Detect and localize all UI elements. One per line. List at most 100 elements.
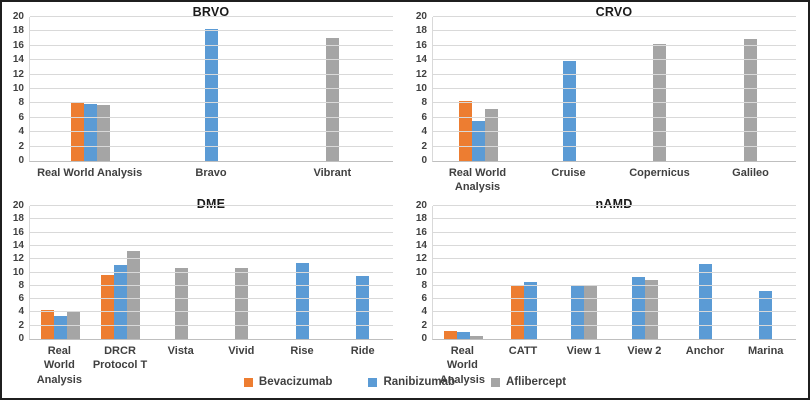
bar-groups — [433, 206, 796, 339]
gridline — [433, 284, 796, 286]
y-tick-label: 0 — [18, 155, 24, 166]
plot-wrap: BRVO Real World Analysis Bravo Vibrant — [29, 5, 393, 180]
gridline — [433, 30, 796, 32]
bar-groups — [30, 17, 393, 161]
y-tick-label: 10 — [415, 83, 427, 94]
legend-swatch-icon — [243, 377, 253, 387]
bar-ranibizumab — [471, 120, 485, 161]
bar-group — [615, 206, 676, 339]
gridline — [433, 16, 796, 17]
bar-group — [212, 206, 273, 339]
bar-aflibercept — [584, 286, 598, 339]
chart-title: DME — [196, 197, 226, 211]
x-category-label: Galileo — [732, 167, 769, 179]
gridline — [433, 218, 796, 220]
y-tick-label: 12 — [415, 253, 427, 265]
bar-ranibizumab — [698, 263, 712, 339]
y-axis: 0 2 4 6 8 10 12 14 16 18 20 — [6, 12, 29, 166]
gridline — [30, 131, 393, 133]
chart-crvo: 0 2 4 6 8 10 12 14 16 18 20 CRVO Real World Analys… — [405, 2, 808, 195]
x-category-label: View 2 — [627, 345, 662, 357]
x-axis-labels: Real World Analysis CATT View 1 View 2 Ancho… — [432, 340, 796, 387]
bar-group — [272, 206, 333, 339]
y-tick-label: 6 — [421, 111, 427, 123]
plot-wrap: DME Real World Analysis DRCR Protocol T Vi… — [29, 197, 393, 387]
x-category-label: Vibrant — [313, 167, 352, 179]
y-tick-label: 0 — [421, 155, 427, 166]
y-tick-label: 16 — [415, 226, 427, 238]
gridline — [433, 311, 796, 313]
x-category-label: Marina — [747, 345, 784, 357]
bar-aflibercept — [127, 250, 141, 339]
bar-group — [433, 17, 524, 161]
bar-group — [433, 206, 494, 339]
y-axis: 0 2 4 6 8 10 12 14 16 18 20 — [6, 201, 29, 344]
bar-groups — [30, 206, 393, 339]
y-tick-label: 6 — [421, 293, 427, 305]
y-tick-label: 20 — [415, 11, 427, 22]
gridline — [30, 116, 393, 118]
gridline — [30, 231, 393, 233]
gridline — [433, 271, 796, 273]
y-tick-label: 4 — [421, 306, 427, 318]
legend-item: Ranibizumab — [368, 376, 455, 388]
legend-item: Aflibercept — [491, 376, 566, 388]
y-tick-label: 18 — [12, 213, 24, 225]
x-category-label: Ride — [350, 345, 375, 357]
bar-group — [494, 206, 555, 339]
y-tick-label: 8 — [18, 97, 24, 109]
gridline — [30, 205, 393, 206]
gridline — [433, 244, 796, 246]
y-tick-label: 10 — [12, 266, 24, 278]
bar-bevacizumab — [443, 331, 457, 339]
y-tick-label: 2 — [18, 140, 24, 152]
gridline — [433, 145, 796, 147]
bar-ranibizumab — [205, 29, 218, 161]
gridline — [433, 116, 796, 118]
gridline — [30, 44, 393, 46]
chart-namd: 0 2 4 6 8 10 12 14 16 18 20 nAMD Real World Analys… — [405, 195, 808, 387]
gridline — [433, 258, 796, 260]
y-tick-label: 0 — [18, 333, 24, 344]
x-category-label: Vivid — [228, 345, 255, 357]
y-tick-label: 8 — [421, 97, 427, 109]
y-tick-label: 20 — [12, 200, 24, 211]
x-category-label: Bravo — [195, 167, 227, 179]
x-axis-labels: Real World Analysis Cruise Copernicus Galil… — [432, 162, 796, 195]
x-category-label: Vista — [167, 345, 194, 357]
chart-title: BRVO — [192, 5, 230, 19]
gridline — [30, 88, 393, 89]
chart-panel-dme: 0 2 4 6 8 10 12 14 16 18 20 DME Real World Analysi… — [2, 195, 405, 386]
gridline — [433, 44, 796, 46]
legend-label: Bevacizumab — [258, 376, 333, 388]
bar-bevacizumab — [510, 285, 524, 339]
chart-dme: 0 2 4 6 8 10 12 14 16 18 20 DME Real World Analysi… — [2, 195, 405, 387]
y-tick-label: 2 — [421, 319, 427, 331]
gridline — [433, 205, 796, 206]
x-category-label: View 1 — [566, 345, 601, 357]
y-tick-label: 2 — [18, 319, 24, 331]
bar-group — [524, 17, 615, 161]
chart-panel-namd: 0 2 4 6 8 10 12 14 16 18 20 nAMD Real World Analys… — [405, 195, 808, 386]
legend-label: Ranibizumab — [383, 376, 455, 388]
bar-ranibizumab — [631, 276, 645, 339]
bar-ranibizumab — [356, 275, 370, 339]
y-tick-label: 0 — [421, 333, 427, 344]
plot-area — [29, 16, 393, 162]
y-tick-label: 14 — [415, 239, 427, 251]
gridline — [433, 324, 796, 326]
bar-group — [30, 17, 151, 161]
y-tick-label: 12 — [415, 68, 427, 80]
bar-aflibercept — [469, 336, 483, 339]
gridline — [30, 102, 393, 104]
plot-area — [432, 205, 796, 340]
gridline — [433, 298, 796, 300]
x-category-label: Cruise — [551, 167, 586, 179]
y-tick-label: 18 — [12, 25, 24, 37]
gridline — [30, 284, 393, 286]
gridline — [30, 324, 393, 326]
y-tick-label: 8 — [421, 279, 427, 291]
gridline — [433, 131, 796, 133]
bar-group — [91, 206, 152, 339]
